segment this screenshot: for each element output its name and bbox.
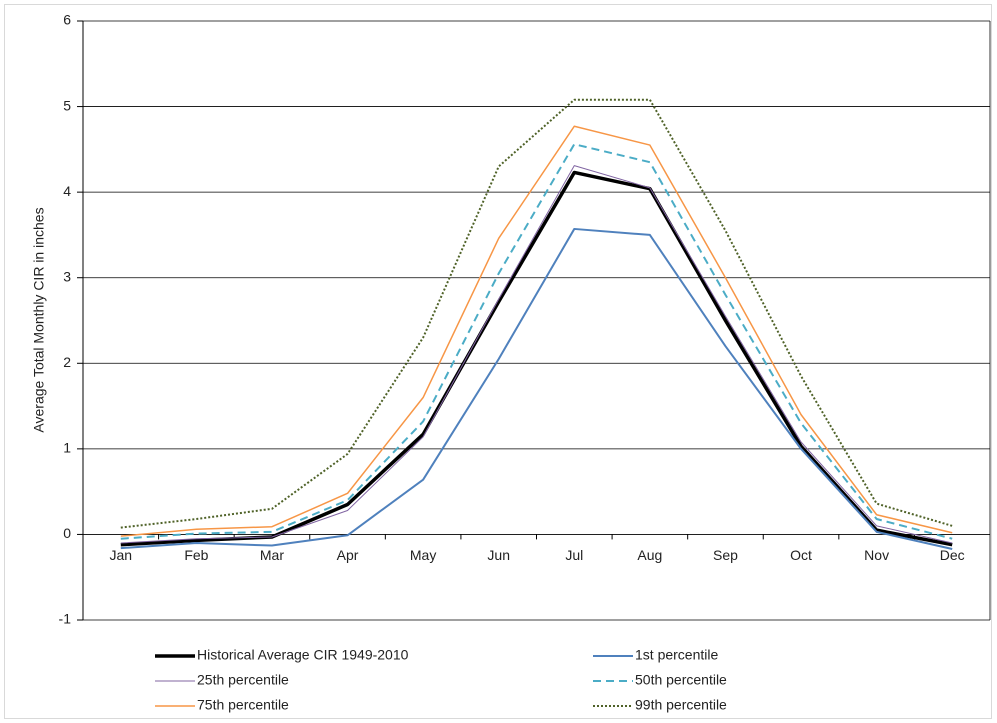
x-tick-label: Oct	[790, 547, 812, 563]
series-line	[120, 125, 953, 537]
x-tick-label: Aug	[637, 547, 662, 563]
y-tick-label: 3	[63, 268, 71, 284]
legend-label: 1st percentile	[635, 647, 718, 663]
x-tick-label: Jun	[487, 547, 510, 563]
series-line	[120, 227, 953, 550]
y-tick-label: 1	[63, 440, 71, 456]
x-tick-label: Dec	[940, 547, 965, 563]
legend-label: Historical Average CIR 1949-2010	[197, 647, 409, 663]
y-tick-label: 5	[63, 97, 71, 113]
x-tick-label: Apr	[337, 547, 359, 563]
y-tick-label: 0	[63, 525, 71, 541]
series-line	[120, 165, 953, 544]
legend-label: 99th percentile	[635, 697, 727, 713]
y-tick-label: -1	[59, 611, 72, 627]
legend-label: 75th percentile	[197, 697, 289, 713]
x-tick-label: May	[410, 547, 436, 563]
x-tick-label: Nov	[864, 547, 889, 563]
legend-label: 25th percentile	[197, 672, 289, 688]
series-line	[120, 98, 953, 529]
y-tick-label: 6	[63, 12, 71, 28]
y-axis-title: Average Total Monthly CIR in inches	[31, 207, 47, 432]
x-tick-label: Feb	[184, 547, 208, 563]
series-line	[120, 143, 953, 540]
y-tick-label: 4	[63, 183, 71, 199]
x-tick-label: Sep	[713, 547, 738, 563]
x-tick-label: Jan	[110, 547, 133, 563]
legend-label: 50th percentile	[635, 672, 727, 688]
x-tick-label: Jul	[565, 547, 583, 563]
y-tick-label: 2	[63, 354, 71, 370]
x-tick-label: Mar	[260, 547, 284, 563]
